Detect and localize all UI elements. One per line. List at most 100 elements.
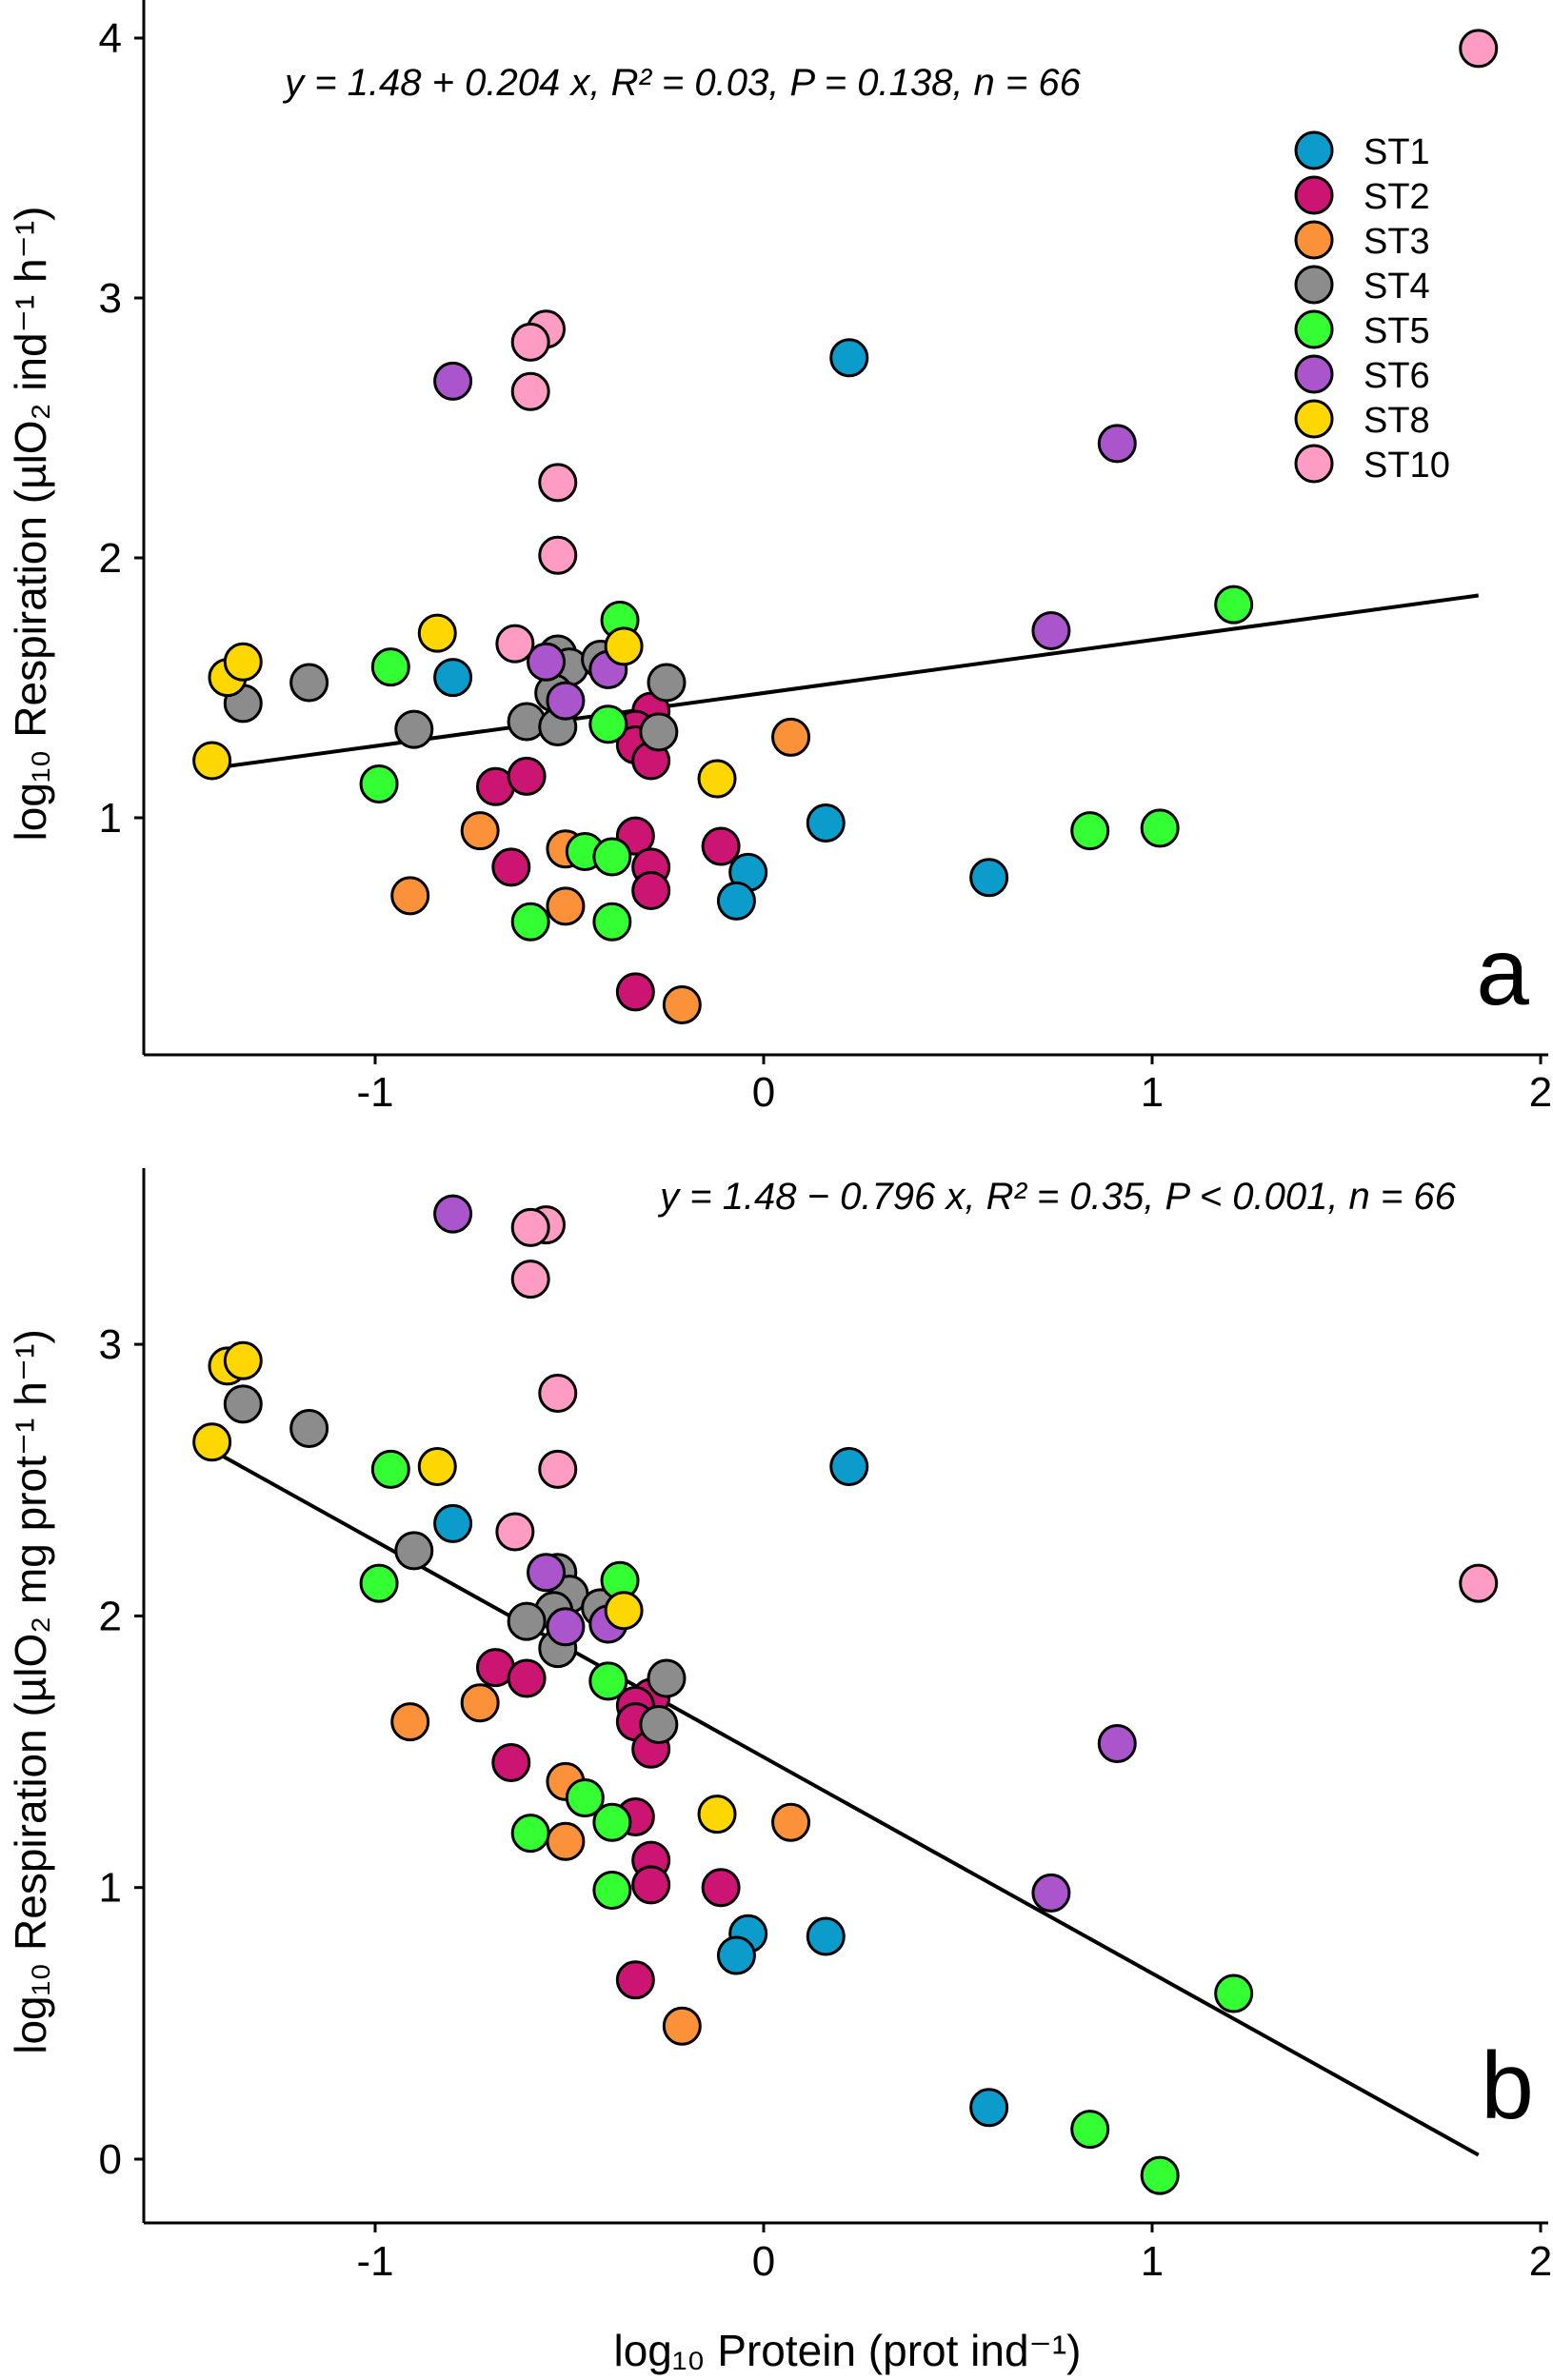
data-point-st3 — [546, 886, 586, 926]
data-point-st8 — [604, 626, 644, 666]
data-point-st1 — [716, 1935, 756, 1975]
data-point-st10 — [510, 1259, 550, 1299]
legend-label: ST4 — [1364, 267, 1430, 307]
x-axis-label: log₁₀ Protein (prot ind⁻¹) — [614, 2326, 1082, 2375]
data-point-st5 — [510, 1814, 550, 1854]
data-point-st5 — [565, 1778, 605, 1818]
data-point-st3 — [460, 1683, 500, 1723]
data-point-st5 — [1214, 585, 1254, 625]
data-point-st3 — [460, 811, 500, 851]
panel-a: log₁₀ Respiration (µlO₂ ind⁻¹ h⁻¹) y = 1… — [6, 0, 1552, 1116]
data-point-st10 — [538, 1449, 578, 1489]
data-point-st10 — [538, 1373, 578, 1413]
data-point-st1 — [969, 2088, 1009, 2128]
data-point-st5 — [1140, 2155, 1180, 2195]
data-point-st5 — [592, 1802, 632, 1842]
data-point-st6 — [527, 642, 567, 682]
x-tick-label: 2 — [1529, 2238, 1552, 2285]
x-tick-label: 0 — [752, 1069, 775, 1116]
legend-swatch-st5 — [1294, 309, 1334, 349]
data-point-st1 — [806, 1916, 846, 1956]
data-point-st5 — [592, 902, 632, 942]
data-point-st4 — [394, 709, 434, 749]
y-tick-label: 1 — [99, 1865, 122, 1912]
y-tick-label: 3 — [99, 1321, 122, 1368]
data-point-st5 — [592, 1871, 632, 1911]
data-point-st5 — [1070, 2110, 1110, 2150]
data-point-st3 — [546, 1821, 586, 1861]
data-point-st6 — [1097, 1723, 1137, 1763]
data-point-st4 — [289, 1409, 329, 1449]
data-point-st3 — [662, 985, 702, 1025]
legend-label: ST2 — [1364, 177, 1430, 217]
x-tick-label: 1 — [1141, 1069, 1164, 1116]
data-point-st2 — [631, 870, 671, 910]
data-point-st4 — [639, 712, 679, 752]
data-point-st5 — [370, 647, 410, 687]
y-tick-label: 0 — [99, 2136, 122, 2183]
data-point-st8 — [223, 642, 263, 682]
data-point-st1 — [716, 881, 756, 921]
data-point-st10 — [495, 624, 535, 664]
data-point-st2 — [491, 1742, 531, 1782]
data-point-st1 — [829, 338, 869, 378]
panel-label-a: a — [1476, 919, 1529, 1025]
legend-swatch-st8 — [1294, 399, 1334, 439]
data-point-st5 — [588, 704, 628, 744]
x-tick-label: 1 — [1141, 2238, 1164, 2285]
data-point-st4 — [394, 1531, 434, 1571]
y-axis-label-a: log₁₀ Respiration (µlO₂ ind⁻¹ h⁻¹) — [6, 207, 55, 842]
legend-swatch-st2 — [1294, 175, 1334, 215]
data-point-st8 — [604, 1591, 644, 1631]
equation-a: y = 1.48 + 0.204 x, R² = 0.03, P = 0.138… — [282, 62, 1082, 104]
data-point-st10 — [510, 322, 550, 362]
data-point-st5 — [370, 1449, 410, 1489]
legend-swatch-st10 — [1294, 444, 1334, 484]
x-tick-label: -1 — [356, 1069, 393, 1116]
data-point-st10 — [1459, 29, 1499, 69]
data-point-st4 — [639, 1705, 679, 1745]
data-point-st2 — [701, 1868, 741, 1908]
legend-swatch-st1 — [1294, 130, 1334, 170]
data-point-st5 — [359, 1563, 399, 1603]
legend-label: ST10 — [1364, 446, 1450, 486]
y-axis-label-b: log₁₀ Respiration (µlO₂ mg prot⁻¹ h⁻¹) — [6, 1329, 55, 2054]
legend-label: ST6 — [1364, 356, 1430, 396]
data-point-st5 — [1140, 808, 1180, 848]
data-point-st2 — [631, 1865, 671, 1905]
data-point-st2 — [615, 1960, 655, 2000]
y-tick-label: 1 — [99, 795, 122, 842]
data-point-st6 — [433, 1194, 473, 1234]
data-point-st4 — [223, 1384, 263, 1424]
data-point-st1 — [969, 858, 1009, 898]
data-point-st1 — [806, 803, 846, 843]
data-point-st8 — [417, 613, 457, 653]
data-point-st4 — [647, 1658, 687, 1698]
y-tick-label: 4 — [99, 15, 122, 62]
data-point-st10 — [495, 1512, 535, 1552]
data-point-st8 — [223, 1340, 263, 1380]
data-point-st8 — [697, 759, 737, 799]
data-point-st5 — [510, 902, 550, 942]
data-point-st10 — [510, 371, 550, 411]
panel-b: log₁₀ Respiration (µlO₂ mg prot⁻¹ h⁻¹) l… — [6, 1168, 1552, 2375]
data-point-st8 — [417, 1446, 457, 1486]
data-point-st10 — [538, 535, 578, 575]
data-point-st1 — [433, 1503, 473, 1543]
legend-label: ST8 — [1364, 401, 1430, 441]
data-point-st4 — [507, 1601, 547, 1641]
data-point-st1 — [829, 1446, 869, 1486]
data-point-st10 — [538, 463, 578, 503]
x-tick-label: -1 — [356, 2238, 393, 2285]
data-point-st3 — [390, 1702, 430, 1742]
x-tick-label: 0 — [752, 2238, 775, 2285]
data-point-st1 — [433, 658, 473, 698]
data-point-st6 — [1097, 424, 1137, 464]
data-point-st2 — [615, 972, 655, 1012]
data-point-st3 — [771, 717, 811, 757]
data-point-st4 — [289, 663, 329, 703]
data-point-st5 — [359, 764, 399, 804]
y-tick-label: 3 — [99, 275, 122, 322]
data-point-st6 — [433, 361, 473, 401]
data-point-st5 — [588, 1661, 628, 1701]
